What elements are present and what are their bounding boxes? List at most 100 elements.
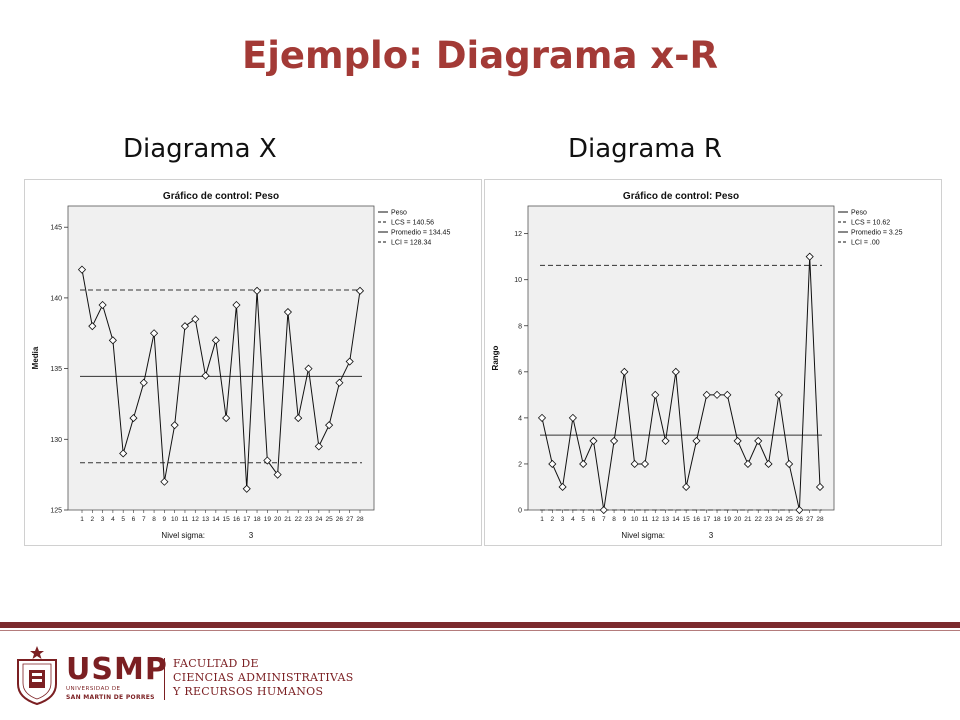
legend-label-control: LCI = 128.34 bbox=[391, 240, 431, 247]
data-point bbox=[651, 390, 660, 399]
y-tick-label: 135 bbox=[50, 366, 62, 373]
legend-label-series: Peso bbox=[391, 210, 407, 217]
x-tick-label: 25 bbox=[785, 516, 793, 523]
x-axis-label: Nivel sigma: bbox=[161, 531, 205, 540]
footer-line bbox=[0, 630, 960, 631]
x-tick-label: 11 bbox=[182, 516, 189, 523]
x-tick-label: 8 bbox=[612, 516, 616, 523]
sigma-level-value: 3 bbox=[709, 531, 714, 540]
data-point bbox=[537, 413, 547, 422]
x-tick-label: 21 bbox=[284, 516, 292, 523]
data-point bbox=[355, 286, 365, 295]
x-tick-label: 25 bbox=[325, 516, 333, 523]
data-point bbox=[754, 436, 763, 445]
data-point bbox=[252, 286, 262, 295]
data-point bbox=[764, 459, 773, 469]
faculty-line-3: Y RECURSOS HUMANOS bbox=[173, 685, 324, 698]
x-tick-label: 4 bbox=[111, 516, 115, 523]
x-tick-label: 2 bbox=[90, 516, 94, 523]
y-tick-label: 12 bbox=[514, 231, 522, 238]
footer-bar bbox=[0, 622, 960, 628]
x-tick-label: 24 bbox=[775, 516, 783, 523]
data-point bbox=[692, 436, 701, 445]
data-point bbox=[191, 315, 200, 324]
data-point bbox=[579, 459, 588, 469]
faculty-separator bbox=[164, 658, 165, 700]
sigma-level-value: 3 bbox=[249, 531, 254, 540]
data-point bbox=[160, 477, 169, 486]
y-tick-label: 130 bbox=[50, 437, 62, 444]
x-tick-label: 12 bbox=[652, 516, 660, 523]
x-tick-label: 15 bbox=[223, 516, 231, 523]
x-tick-label: 12 bbox=[192, 516, 200, 523]
data-point bbox=[630, 459, 639, 469]
x-tick-label: 22 bbox=[755, 516, 763, 523]
x-tick-label: 13 bbox=[662, 516, 670, 523]
data-point bbox=[702, 390, 711, 399]
x-tick-label: 14 bbox=[212, 516, 220, 523]
x-tick-label: 6 bbox=[592, 516, 596, 523]
y-axis-label: Rango bbox=[491, 345, 500, 370]
x-tick-label: 16 bbox=[693, 516, 701, 523]
x-tick-label: 16 bbox=[233, 516, 241, 523]
data-point bbox=[589, 436, 598, 445]
chart-title: Gráfico de control: Peso bbox=[163, 191, 279, 202]
x-tick-label: 19 bbox=[264, 516, 272, 523]
y-tick-label: 2 bbox=[518, 461, 522, 468]
x-tick-label: 10 bbox=[631, 516, 639, 523]
x-tick-label: 7 bbox=[602, 516, 606, 523]
data-point bbox=[815, 482, 825, 492]
data-point bbox=[170, 421, 179, 430]
x-tick-label: 26 bbox=[336, 516, 344, 523]
x-tick-label: 17 bbox=[703, 516, 711, 523]
data-point bbox=[222, 414, 231, 423]
chart-title: Gráfico de control: Peso bbox=[623, 191, 739, 202]
x-bar-chart: Gráfico de control: Peso125130135140145M… bbox=[24, 179, 482, 546]
usmp-subtitle-1: UNIVERSIDAD DE bbox=[66, 686, 121, 692]
x-tick-label: 13 bbox=[202, 516, 210, 523]
data-point bbox=[661, 436, 670, 445]
x-tick-label: 1 bbox=[540, 516, 544, 523]
plot-area bbox=[67, 205, 375, 511]
data-point bbox=[108, 336, 117, 345]
x-axis-label: Nivel sigma: bbox=[621, 531, 665, 540]
data-point bbox=[273, 470, 282, 479]
y-tick-label: 0 bbox=[518, 508, 522, 515]
x-tick-label: 23 bbox=[305, 516, 313, 523]
legend-label-control: LCS = 140.56 bbox=[391, 220, 434, 227]
y-tick-label: 6 bbox=[518, 369, 522, 376]
data-point bbox=[548, 459, 557, 469]
y-tick-label: 125 bbox=[50, 508, 62, 515]
x-tick-label: 18 bbox=[253, 516, 261, 523]
usmp-logo-text: USMP bbox=[66, 652, 168, 687]
legend-label-series: Peso bbox=[851, 210, 867, 217]
x-tick-label: 5 bbox=[121, 516, 125, 523]
x-tick-label: 7 bbox=[142, 516, 146, 523]
data-point bbox=[242, 484, 251, 493]
x-tick-label: 28 bbox=[816, 516, 824, 523]
data-point bbox=[345, 357, 354, 366]
data-point bbox=[599, 505, 608, 515]
x-tick-label: 24 bbox=[315, 516, 323, 523]
y-tick-label: 4 bbox=[518, 415, 522, 422]
data-point bbox=[294, 414, 303, 423]
x-tick-label: 27 bbox=[806, 516, 814, 523]
data-point bbox=[88, 322, 97, 331]
legend-label-control: LCS = 10.62 bbox=[851, 220, 890, 227]
x-tick-label: 19 bbox=[724, 516, 732, 523]
data-point bbox=[314, 442, 323, 451]
legend-label-control: Promedio = 3.25 bbox=[851, 230, 903, 237]
data-point bbox=[805, 252, 814, 261]
series-line bbox=[81, 269, 361, 489]
x-tick-label: 22 bbox=[295, 516, 303, 523]
x-tick-label: 2 bbox=[550, 516, 554, 523]
y-axis-label: Media bbox=[31, 346, 40, 369]
x-tick-label: 17 bbox=[243, 516, 251, 523]
data-point bbox=[325, 421, 334, 430]
x-tick-label: 3 bbox=[561, 516, 565, 523]
x-tick-label: 23 bbox=[765, 516, 773, 523]
x-tick-label: 27 bbox=[346, 516, 354, 523]
x-tick-label: 26 bbox=[796, 516, 804, 523]
x-tick-label: 9 bbox=[163, 516, 167, 523]
data-point bbox=[98, 300, 107, 310]
